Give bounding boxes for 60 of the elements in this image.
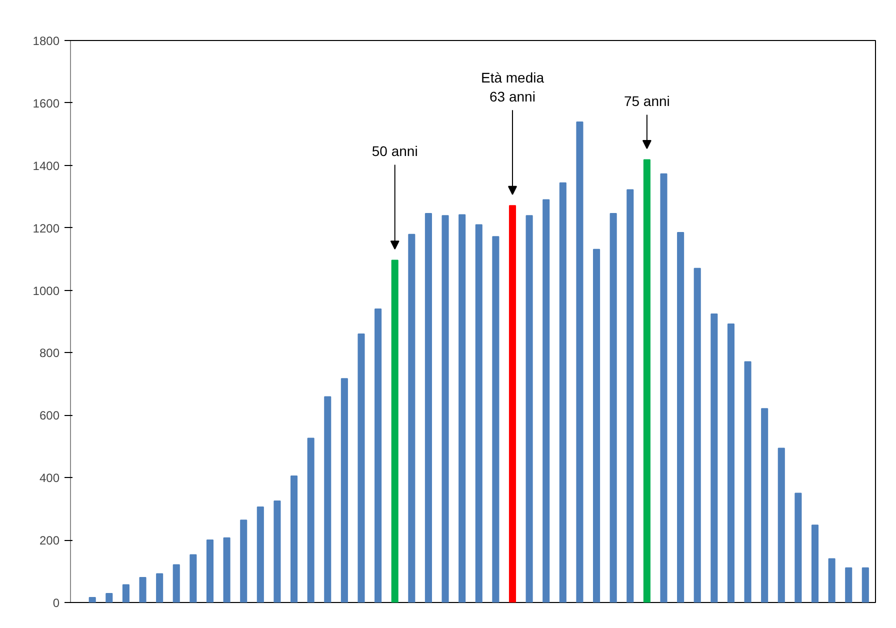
bar: [122, 584, 130, 602]
bar: [508, 205, 516, 602]
y-tick-label: 0: [52, 596, 60, 610]
bar: [156, 573, 164, 602]
y-tick-label: 400: [39, 471, 60, 486]
bar: [710, 314, 718, 602]
bar: [626, 189, 634, 602]
bar: [408, 234, 416, 602]
bar: [458, 214, 466, 602]
annotation: Età media 63 anni: [480, 69, 544, 105]
bar: [391, 260, 398, 602]
bar: [139, 577, 146, 602]
y-tick-label: 600: [39, 408, 60, 423]
bar: [828, 558, 836, 602]
bar: [794, 492, 802, 602]
bar: [744, 361, 752, 602]
bar: [340, 378, 348, 602]
bar: [778, 448, 785, 602]
bar: [274, 500, 281, 602]
bar: [256, 506, 264, 602]
y-tick-label: 1800: [32, 34, 60, 48]
bar: [190, 554, 197, 602]
bar: [290, 476, 298, 602]
bar: [610, 212, 617, 602]
bar: [358, 333, 365, 602]
bar: [761, 408, 768, 602]
y-tick-label: 1000: [32, 284, 60, 298]
annotation: 50 anni: [372, 143, 418, 160]
bar: [88, 597, 96, 602]
bar: [677, 232, 684, 602]
bar: [862, 567, 869, 602]
bar: [442, 215, 449, 602]
bar: [492, 236, 500, 602]
bar: [576, 121, 584, 602]
bar: [811, 524, 819, 602]
bar: [643, 159, 650, 602]
bar: [660, 173, 668, 602]
bar: [845, 567, 852, 602]
bar: [559, 182, 566, 602]
bar: [240, 520, 248, 602]
bar: [172, 564, 180, 602]
bar: [727, 324, 734, 602]
bar: [593, 248, 600, 602]
bar: [307, 438, 314, 602]
y-tick-label: 1400: [32, 158, 60, 173]
bar: [223, 537, 230, 602]
bar: [694, 268, 701, 602]
y-tick-label: 800: [39, 346, 60, 360]
y-tick-label: 200: [39, 534, 60, 548]
bar: [324, 396, 332, 602]
bar: [475, 224, 482, 602]
annotation: 75 anni: [624, 93, 670, 110]
bar: [206, 540, 214, 602]
y-tick-label: 1600: [32, 96, 60, 110]
y-tick-label: 1200: [32, 221, 60, 236]
bar: [374, 308, 382, 602]
bar: [542, 199, 550, 602]
bar: [526, 215, 533, 602]
bar: [106, 592, 113, 602]
bar: [424, 212, 432, 602]
